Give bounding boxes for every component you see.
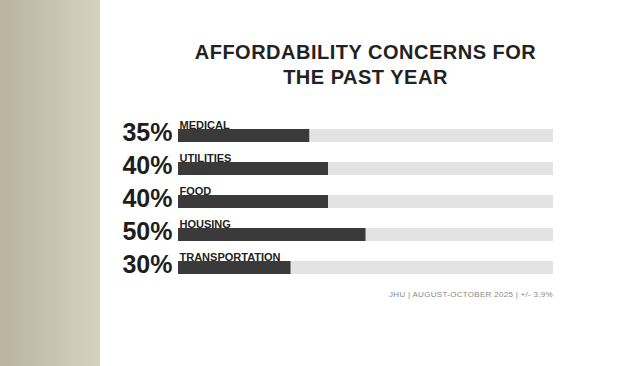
html-text:AFFORDABILITY CONCERNS FOR THE: AFFORDABILITY CONCERNS FOR THE PAST YEAR [194,41,537,88]
svg-text:FOOD: FOOD [180,185,212,197]
svg-text:40%: 40% [122,151,172,179]
svg-text:UTILITIES: UTILITIES [180,152,232,164]
svg-text:MEDICAL: MEDICAL [180,119,230,131]
svg-text:40%: 40% [122,184,172,212]
svg-text:TRANSPORTATION: TRANSPORTATION [180,251,281,263]
svg-text:50%: 50% [122,217,172,245]
html-text:JHU | AUGUST-OCTOBER 2025 | +/: JHU | AUGUST-OCTOBER 2025 | +/- 3.9% [389,290,553,299]
svg-text:30%: 30% [122,250,172,278]
svg-text:35%: 35% [122,118,172,146]
svg-text:HOUSING: HOUSING [180,218,231,230]
